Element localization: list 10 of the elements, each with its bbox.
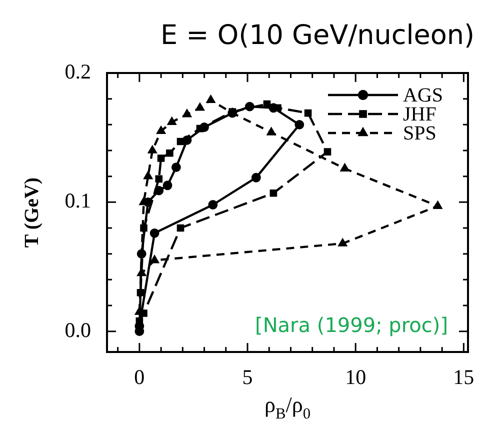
y-tick-label: 0.1 xyxy=(64,188,91,213)
x-tick-label: 15 xyxy=(453,365,474,390)
chart-title: E = O(10 GeV/nucleon) xyxy=(160,20,475,51)
x-tick-label: 5 xyxy=(242,365,253,390)
annotation: [Nara (1999; proc)] xyxy=(255,313,448,337)
y-axis-title: T (GeV) xyxy=(21,177,43,248)
y-tick-label: 0.0 xyxy=(64,318,91,342)
x-tick-label: 10 xyxy=(345,365,366,390)
y-tick-label: 0.2 xyxy=(64,60,91,84)
x-tick-label: 0 xyxy=(134,365,145,390)
